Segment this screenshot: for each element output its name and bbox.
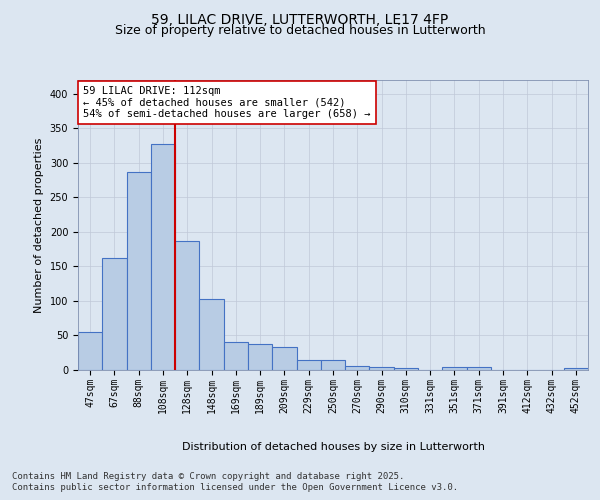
Text: Distribution of detached houses by size in Lutterworth: Distribution of detached houses by size …	[182, 442, 485, 452]
Bar	[78, 332, 102, 370]
Bar	[151, 144, 175, 370]
Bar	[224, 342, 248, 370]
Bar	[467, 367, 491, 370]
Text: 59, LILAC DRIVE, LUTTERWORTH, LE17 4FP: 59, LILAC DRIVE, LUTTERWORTH, LE17 4FP	[151, 12, 449, 26]
Text: Contains HM Land Registry data © Crown copyright and database right 2025.: Contains HM Land Registry data © Crown c…	[12, 472, 404, 481]
Bar	[442, 367, 467, 370]
Bar	[394, 368, 418, 370]
Bar	[127, 172, 151, 370]
Bar	[272, 346, 296, 370]
Bar	[199, 299, 224, 370]
Bar	[321, 360, 345, 370]
Bar	[296, 360, 321, 370]
Text: 59 LILAC DRIVE: 112sqm
← 45% of detached houses are smaller (542)
54% of semi-de: 59 LILAC DRIVE: 112sqm ← 45% of detached…	[83, 86, 371, 119]
Y-axis label: Number of detached properties: Number of detached properties	[34, 138, 44, 312]
Bar	[345, 366, 370, 370]
Bar	[564, 368, 588, 370]
Bar	[102, 258, 127, 370]
Bar	[248, 344, 272, 370]
Text: Size of property relative to detached houses in Lutterworth: Size of property relative to detached ho…	[115, 24, 485, 37]
Text: Contains public sector information licensed under the Open Government Licence v3: Contains public sector information licen…	[12, 484, 458, 492]
Bar	[370, 367, 394, 370]
Bar	[175, 241, 199, 370]
